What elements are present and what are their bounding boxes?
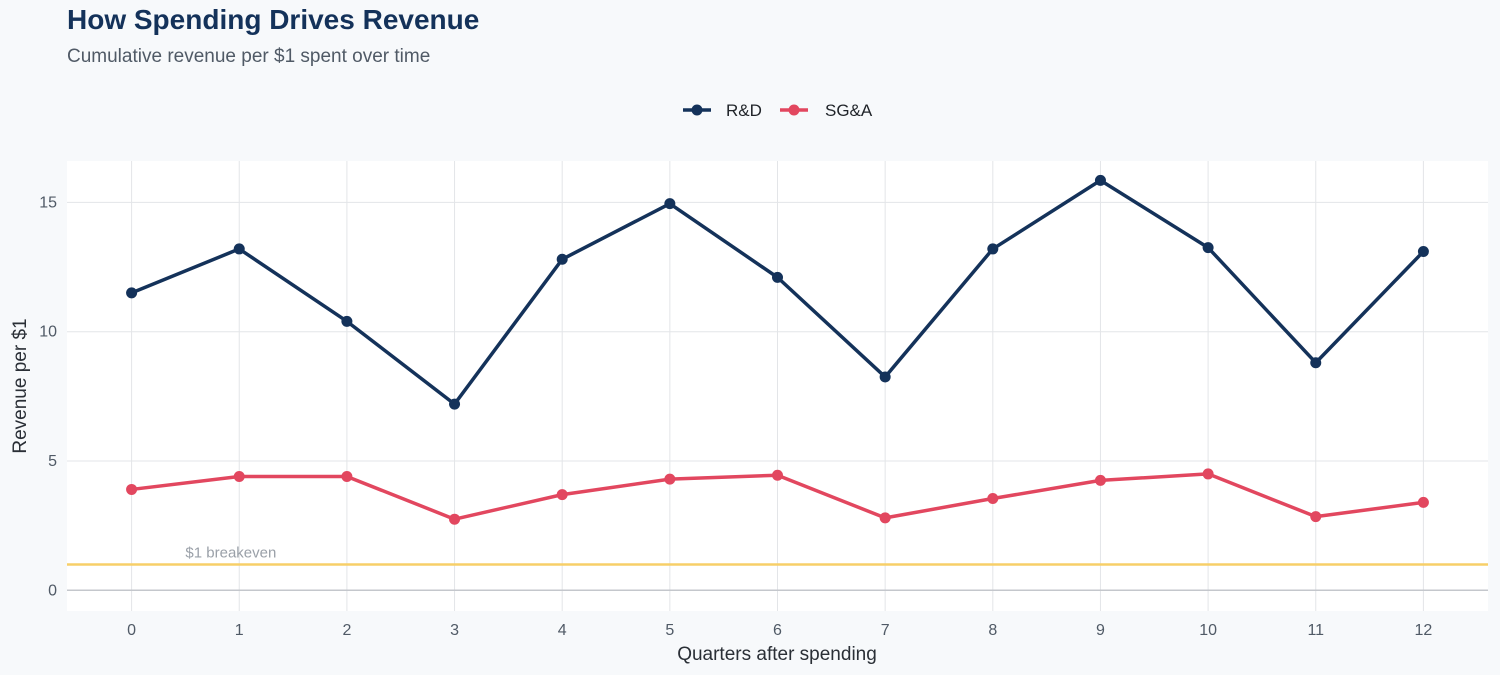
y-tick-label-5: 5 bbox=[48, 453, 57, 470]
y-tick-label-10: 10 bbox=[39, 324, 57, 341]
data-point-sg-a-12[interactable] bbox=[1417, 496, 1429, 508]
data-point-r-d-12[interactable] bbox=[1417, 246, 1429, 258]
x-tick-label-1: 1 bbox=[235, 622, 244, 639]
legend-label-r-d[interactable]: R&D bbox=[726, 101, 762, 120]
data-point-sg-a-11[interactable] bbox=[1310, 511, 1322, 523]
data-point-sg-a-0[interactable] bbox=[126, 483, 138, 495]
y-axis-title: Revenue per $1 bbox=[10, 318, 31, 453]
data-point-sg-a-9[interactable] bbox=[1094, 474, 1106, 486]
x-tick-label-11: 11 bbox=[1307, 622, 1324, 639]
x-tick-label-7: 7 bbox=[881, 622, 890, 639]
data-point-r-d-4[interactable] bbox=[556, 253, 568, 265]
data-point-sg-a-7[interactable] bbox=[879, 512, 891, 524]
x-tick-label-12: 12 bbox=[1415, 622, 1433, 639]
data-point-r-d-11[interactable] bbox=[1310, 357, 1322, 369]
x-tick-label-8: 8 bbox=[988, 622, 997, 639]
x-tick-label-2: 2 bbox=[342, 622, 351, 639]
x-tick-label-9: 9 bbox=[1096, 622, 1105, 639]
data-point-sg-a-1[interactable] bbox=[233, 471, 245, 483]
data-point-r-d-0[interactable] bbox=[126, 287, 138, 299]
data-point-r-d-8[interactable] bbox=[987, 243, 999, 255]
data-point-sg-a-4[interactable] bbox=[556, 489, 568, 501]
x-tick-label-4: 4 bbox=[558, 622, 567, 639]
breakeven-label: $1 breakeven bbox=[185, 544, 276, 561]
legend-swatch-point-r-d bbox=[691, 104, 703, 116]
data-point-sg-a-10[interactable] bbox=[1202, 468, 1214, 480]
x-tick-label-0: 0 bbox=[127, 622, 136, 639]
reference-line-group: $1 breakeven bbox=[67, 544, 1488, 566]
data-point-r-d-1[interactable] bbox=[233, 243, 245, 255]
data-point-r-d-9[interactable] bbox=[1094, 174, 1106, 186]
data-point-sg-a-2[interactable] bbox=[341, 471, 353, 483]
data-point-r-d-2[interactable] bbox=[341, 315, 353, 327]
y-tick-label-15: 15 bbox=[39, 194, 57, 211]
chart-subtitle: Cumulative revenue per $1 spent over tim… bbox=[67, 46, 431, 67]
data-point-r-d-5[interactable] bbox=[664, 198, 676, 210]
data-point-r-d-6[interactable] bbox=[772, 271, 783, 283]
data-point-sg-a-8[interactable] bbox=[987, 493, 999, 504]
x-axis-title: Quarters after spending bbox=[677, 644, 877, 665]
x-tick-label-10: 10 bbox=[1199, 622, 1217, 639]
data-point-sg-a-5[interactable] bbox=[664, 473, 676, 485]
legend-swatch-point-sg-a bbox=[788, 104, 800, 116]
x-tick-label-3: 3 bbox=[450, 622, 459, 639]
data-point-sg-a-3[interactable] bbox=[449, 513, 461, 525]
data-point-r-d-7[interactable] bbox=[879, 371, 891, 383]
legend-label-sg-a[interactable]: SG&A bbox=[825, 101, 873, 120]
data-point-sg-a-6[interactable] bbox=[772, 469, 783, 481]
y-tick-label-0: 0 bbox=[48, 582, 57, 599]
series-points bbox=[126, 174, 1429, 525]
data-point-r-d-3[interactable] bbox=[449, 398, 461, 410]
chart-title: How Spending Drives Revenue bbox=[67, 4, 480, 35]
x-tick-label-6: 6 bbox=[773, 622, 782, 639]
data-point-r-d-10[interactable] bbox=[1202, 242, 1214, 254]
grid-lines bbox=[67, 161, 1488, 611]
legend[interactable]: R&D SG&A bbox=[683, 101, 873, 120]
x-tick-label-5: 5 bbox=[665, 622, 674, 639]
